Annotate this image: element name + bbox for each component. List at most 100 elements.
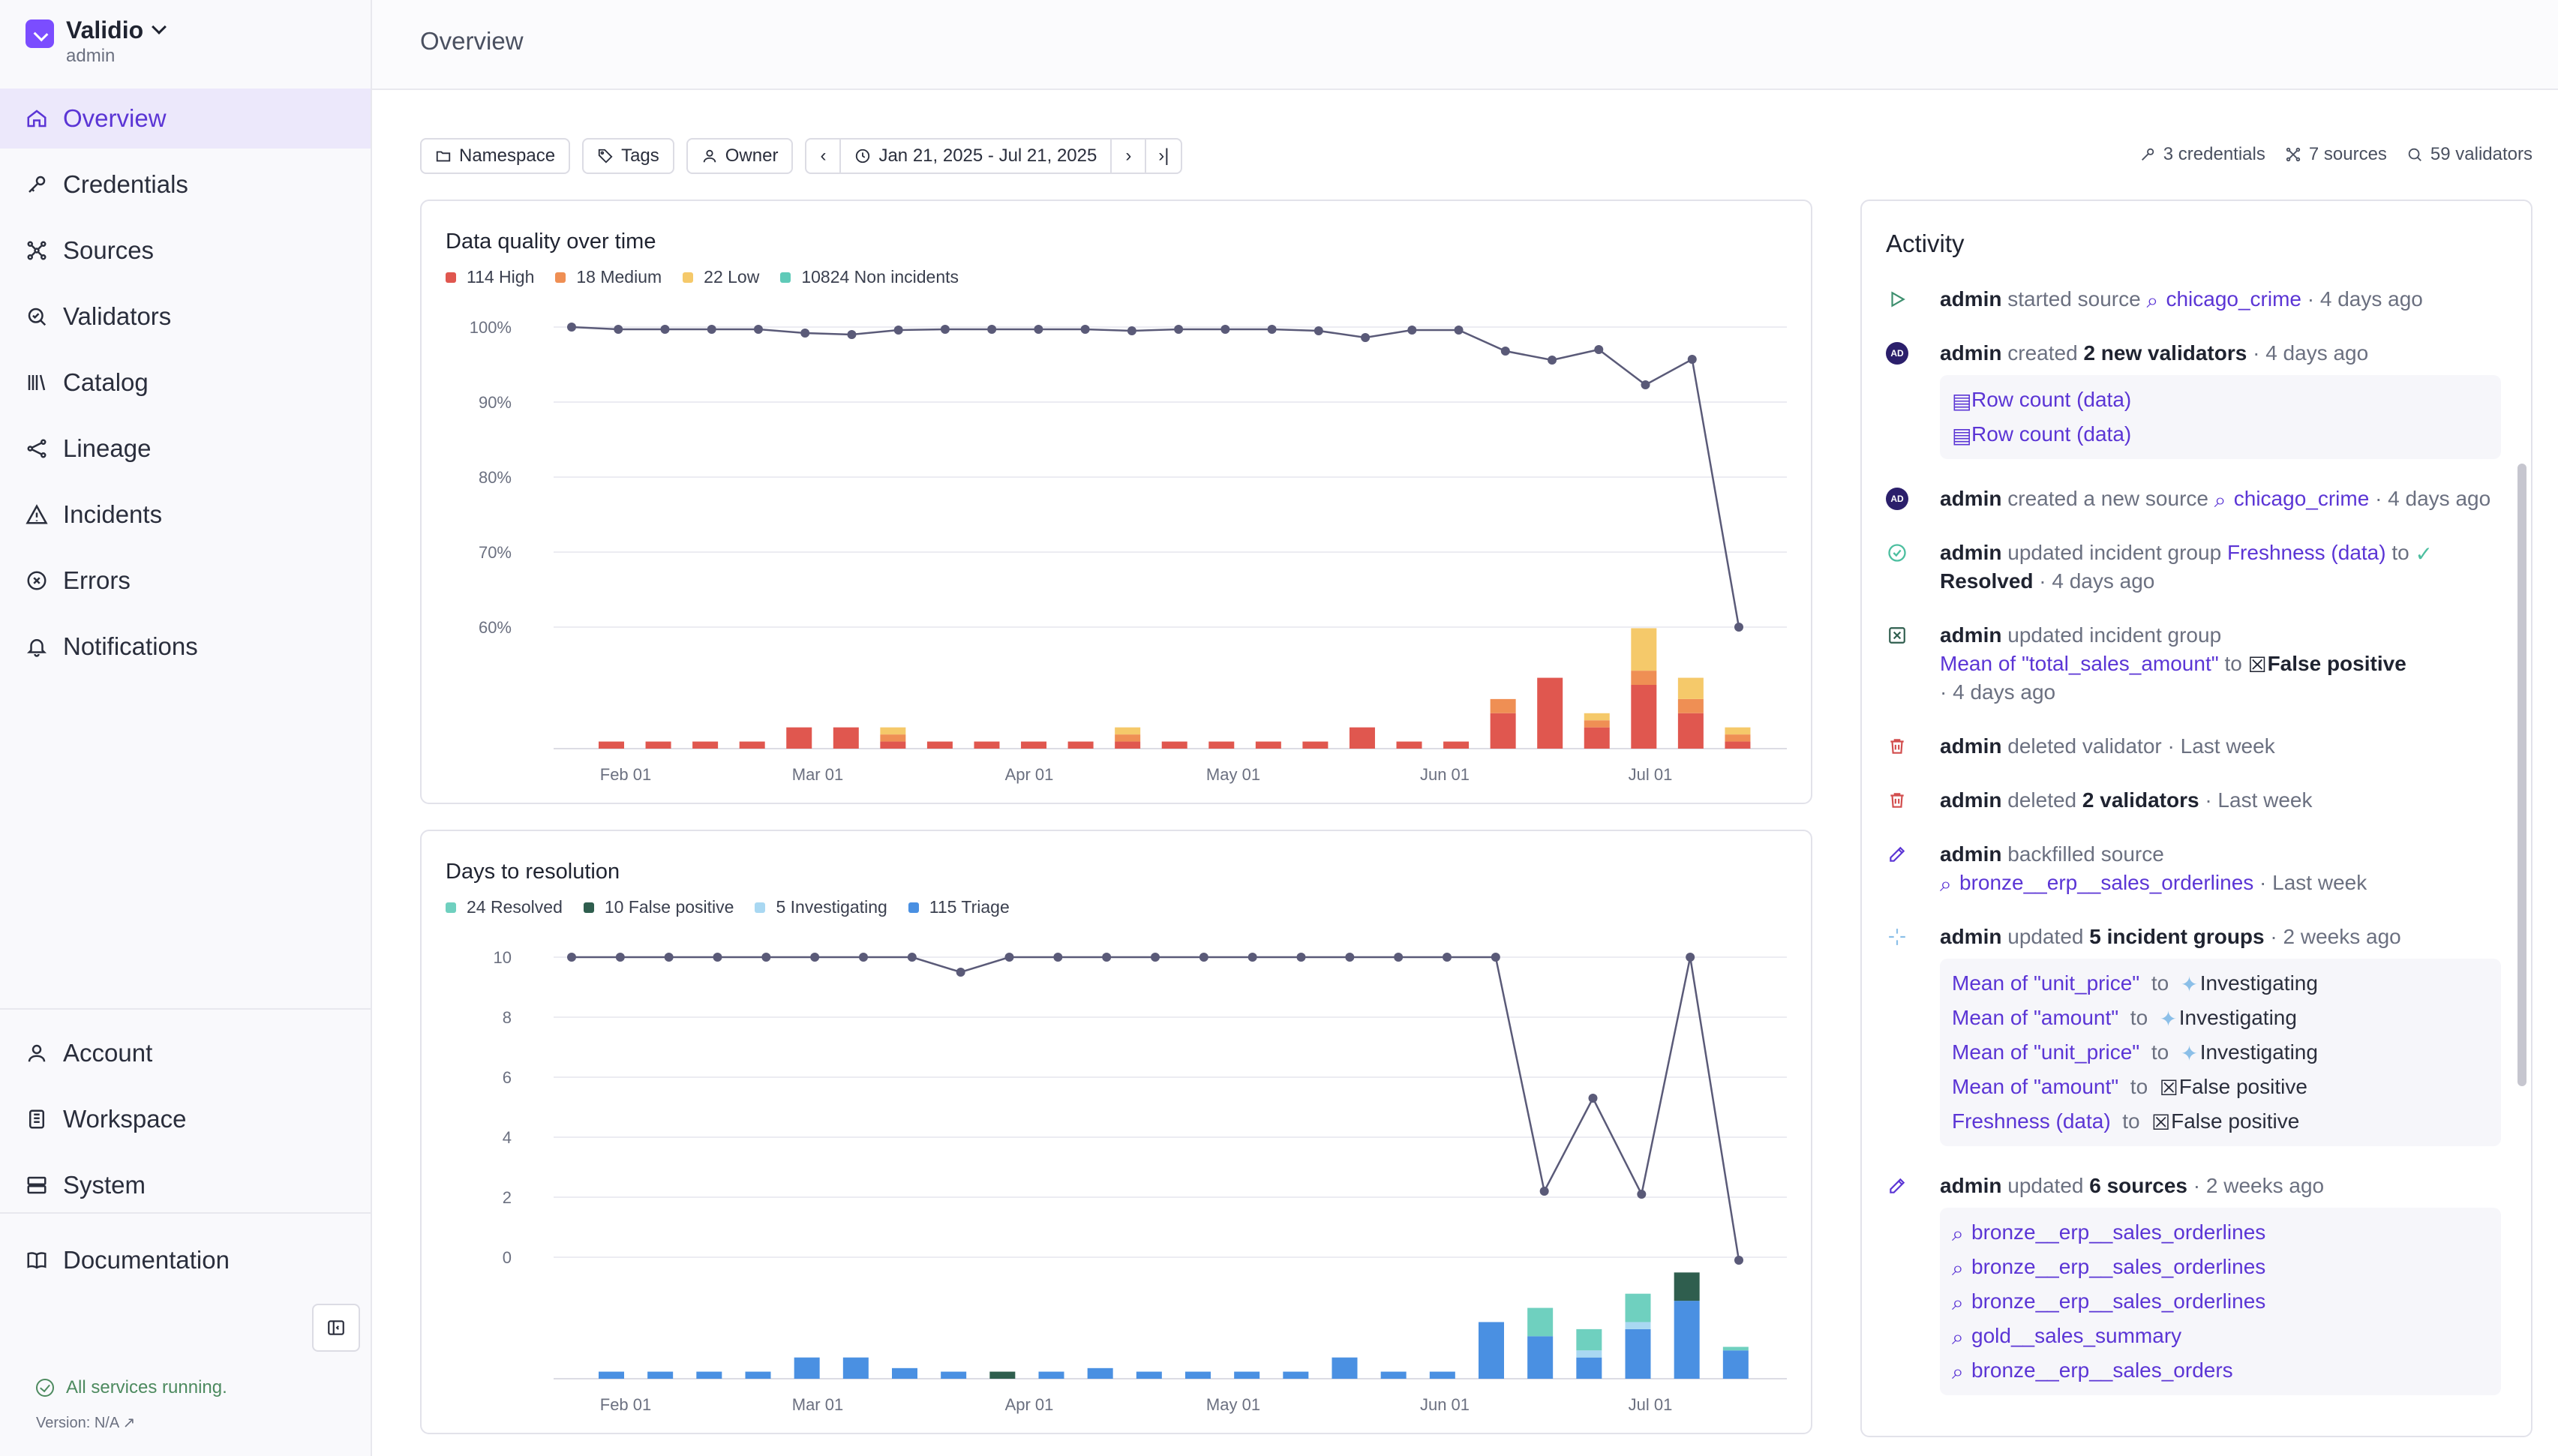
source-link[interactable]: ⌕ bronze__erp__sales_orderlines — [1952, 1250, 2489, 1284]
version-label[interactable]: Version: N/A ↗ — [36, 1415, 136, 1431]
sidebar-item-lineage[interactable]: Lineage — [0, 419, 371, 479]
credentials-count[interactable]: 3 credentials — [2139, 144, 2265, 165]
legend-item-low[interactable]: 22 Low — [683, 267, 759, 287]
chevron-right-icon: › — [1125, 146, 1132, 166]
source-link[interactable]: ⌕ bronze__erp__sales_orderlines — [1952, 1215, 2489, 1250]
bar-segment-triage — [1185, 1371, 1211, 1379]
validator-link[interactable]: ▤Row count (data) — [1952, 383, 2489, 417]
sidebar-item-sources[interactable]: Sources — [0, 221, 371, 281]
sidebar-item-workspace[interactable]: Workspace — [0, 1089, 371, 1149]
namespace-filter[interactable]: Namespace — [420, 138, 571, 174]
book-icon — [26, 1249, 48, 1271]
legend-item-high[interactable]: 114 High — [446, 267, 534, 287]
user-icon — [26, 1042, 48, 1064]
trend-point — [1034, 325, 1043, 334]
play-icon — [1886, 288, 1908, 311]
sidebar-item-catalog[interactable]: Catalog — [0, 353, 371, 413]
bar-segment-triage — [1283, 1371, 1309, 1379]
bar-segment-medium — [1584, 720, 1610, 728]
bar-segment-low — [1115, 727, 1141, 735]
bar-segment-medium — [1631, 671, 1657, 685]
bar-segment-triage — [1332, 1357, 1358, 1379]
incident-group-link[interactable]: Mean of "amount" — [1952, 1075, 2119, 1098]
validator-icon: ⌕ — [1952, 1256, 1964, 1280]
legend-swatch — [908, 902, 919, 913]
sidebar-item-account[interactable]: Account — [0, 1023, 371, 1083]
date-range-button[interactable]: Jan 21, 2025 - Jul 21, 2025 — [841, 140, 1112, 173]
tag-icon — [598, 149, 613, 164]
legend-item-non-incidents[interactable]: 10824 Non incidents — [780, 267, 959, 287]
activity-item: admin updated 6 sources · 2 weeks ago ⌕ b… — [1886, 1172, 2501, 1395]
previous-range-button[interactable]: ‹ — [806, 140, 842, 173]
chart-title: Days to resolution — [446, 860, 620, 884]
source-link[interactable]: ⌕ bronze__erp__sales_orders — [1952, 1353, 2489, 1388]
legend-item-medium[interactable]: 18 Medium — [555, 267, 662, 287]
legend-item-false-positive[interactable]: 10 False positive — [583, 897, 734, 917]
user-role: admin — [66, 46, 116, 66]
y-tick-label: 90% — [479, 393, 512, 412]
incident-group-link[interactable]: Freshness (data) — [1952, 1109, 2111, 1133]
trend-point — [1314, 326, 1323, 335]
sidebar-collapse-icon — [328, 1320, 344, 1335]
activity-scrollbar[interactable] — [2517, 464, 2526, 1086]
trend-point — [1267, 325, 1277, 334]
trend-point — [1296, 953, 1306, 962]
validators-count[interactable]: 59 validators — [2406, 144, 2532, 165]
bar-segment-high — [1396, 741, 1422, 749]
app-name: Validio — [66, 17, 144, 44]
source-link[interactable]: ⌕ chicago_crime — [2214, 487, 2370, 512]
trend-point — [567, 323, 576, 332]
sidebar-item-system[interactable]: System — [0, 1155, 371, 1215]
trend-line — [571, 326, 1740, 628]
bar-segment-medium — [880, 734, 906, 742]
sidebar-item-overview[interactable]: Overview — [0, 89, 371, 149]
incident-group-link[interactable]: Freshness (data) — [2226, 541, 2386, 564]
sidebar-item-label: Errors — [63, 566, 131, 594]
days-to-resolution-chart: 10 8 6 4 2 0 Feb 01 Mar 01 Apr 01 May 01 Jun 01 Jul… — [494, 948, 1787, 1414]
bar-segment-high — [599, 741, 624, 749]
incident-group-link[interactable]: Mean of "unit_price" — [1952, 1040, 2140, 1064]
sidebar-item-label: Validators — [63, 302, 172, 330]
table-icon: ▤ — [1952, 389, 1972, 413]
bar-segment-high — [786, 727, 812, 749]
source-link[interactable]: ⌕ bronze__erp__sales_orderlines — [1952, 1284, 2489, 1319]
incident-group-link[interactable]: Mean of "amount" — [1952, 1006, 2119, 1029]
latest-range-button[interactable]: ›| — [1146, 140, 1181, 173]
workspace-switcher[interactable]: Validio admin — [26, 17, 167, 67]
activity-list: admin started source ⌕ chicago_crime · 4 … — [1886, 285, 2501, 1421]
next-range-button[interactable]: › — [1112, 140, 1147, 173]
source-link[interactable]: ⌕ chicago_crime — [2146, 287, 2301, 312]
owner-filter[interactable]: Owner — [686, 138, 794, 174]
validator-link[interactable]: ▤Row count (data) — [1952, 417, 2489, 452]
incident-group-link[interactable]: Mean of "unit_price" — [1952, 971, 2140, 995]
incident-row: Mean of "amount" to ☒False positive — [1952, 1070, 2489, 1104]
trend-point — [761, 953, 771, 962]
trend-point — [567, 953, 576, 962]
incident-row: Mean of "unit_price" to ✦Investigating — [1952, 966, 2489, 1001]
collapse-sidebar-button[interactable] — [312, 1304, 360, 1352]
sidebar-item-credentials[interactable]: Credentials — [0, 155, 371, 215]
legend-item-triage[interactable]: 115 Triage — [908, 897, 1010, 917]
sidebar-item-validators[interactable]: Validators — [0, 287, 371, 347]
activity-item: admin updated 5 incident groups · 2 week… — [1886, 923, 2501, 1146]
sidebar-item-label: Incidents — [63, 500, 163, 528]
sidebar-item-notifications[interactable]: Notifications — [0, 617, 371, 677]
y-tick-label: 2 — [503, 1188, 512, 1207]
tags-filter[interactable]: Tags — [582, 138, 674, 174]
sidebar-item-incidents[interactable]: Incidents — [0, 485, 371, 545]
chart-legend: 24 Resolved 10 False positive 5 Investig… — [446, 897, 1031, 917]
source-link[interactable]: ⌕ gold__sales_summary — [1952, 1319, 2489, 1353]
sidebar-item-label: Documentation — [63, 1246, 230, 1274]
legend-item-resolved[interactable]: 24 Resolved — [446, 897, 563, 917]
sources-count[interactable]: 7 sources — [2285, 144, 2387, 165]
trend-point — [1199, 953, 1208, 962]
documentation-section: Documentation — [0, 1212, 371, 1296]
edit-icon — [1886, 843, 1908, 866]
trend-point — [1361, 333, 1371, 342]
sidebar-item-documentation[interactable]: Documentation — [0, 1230, 371, 1290]
source-link[interactable]: ⌕ bronze__erp__sales_orderlines — [1940, 871, 2254, 896]
sidebar-item-errors[interactable]: Errors — [0, 551, 371, 611]
incident-group-link[interactable]: Mean of "total_sales_amount" — [1940, 652, 2219, 675]
legend-item-investigating[interactable]: 5 Investigating — [755, 897, 887, 917]
bar-segment-low — [880, 727, 906, 735]
